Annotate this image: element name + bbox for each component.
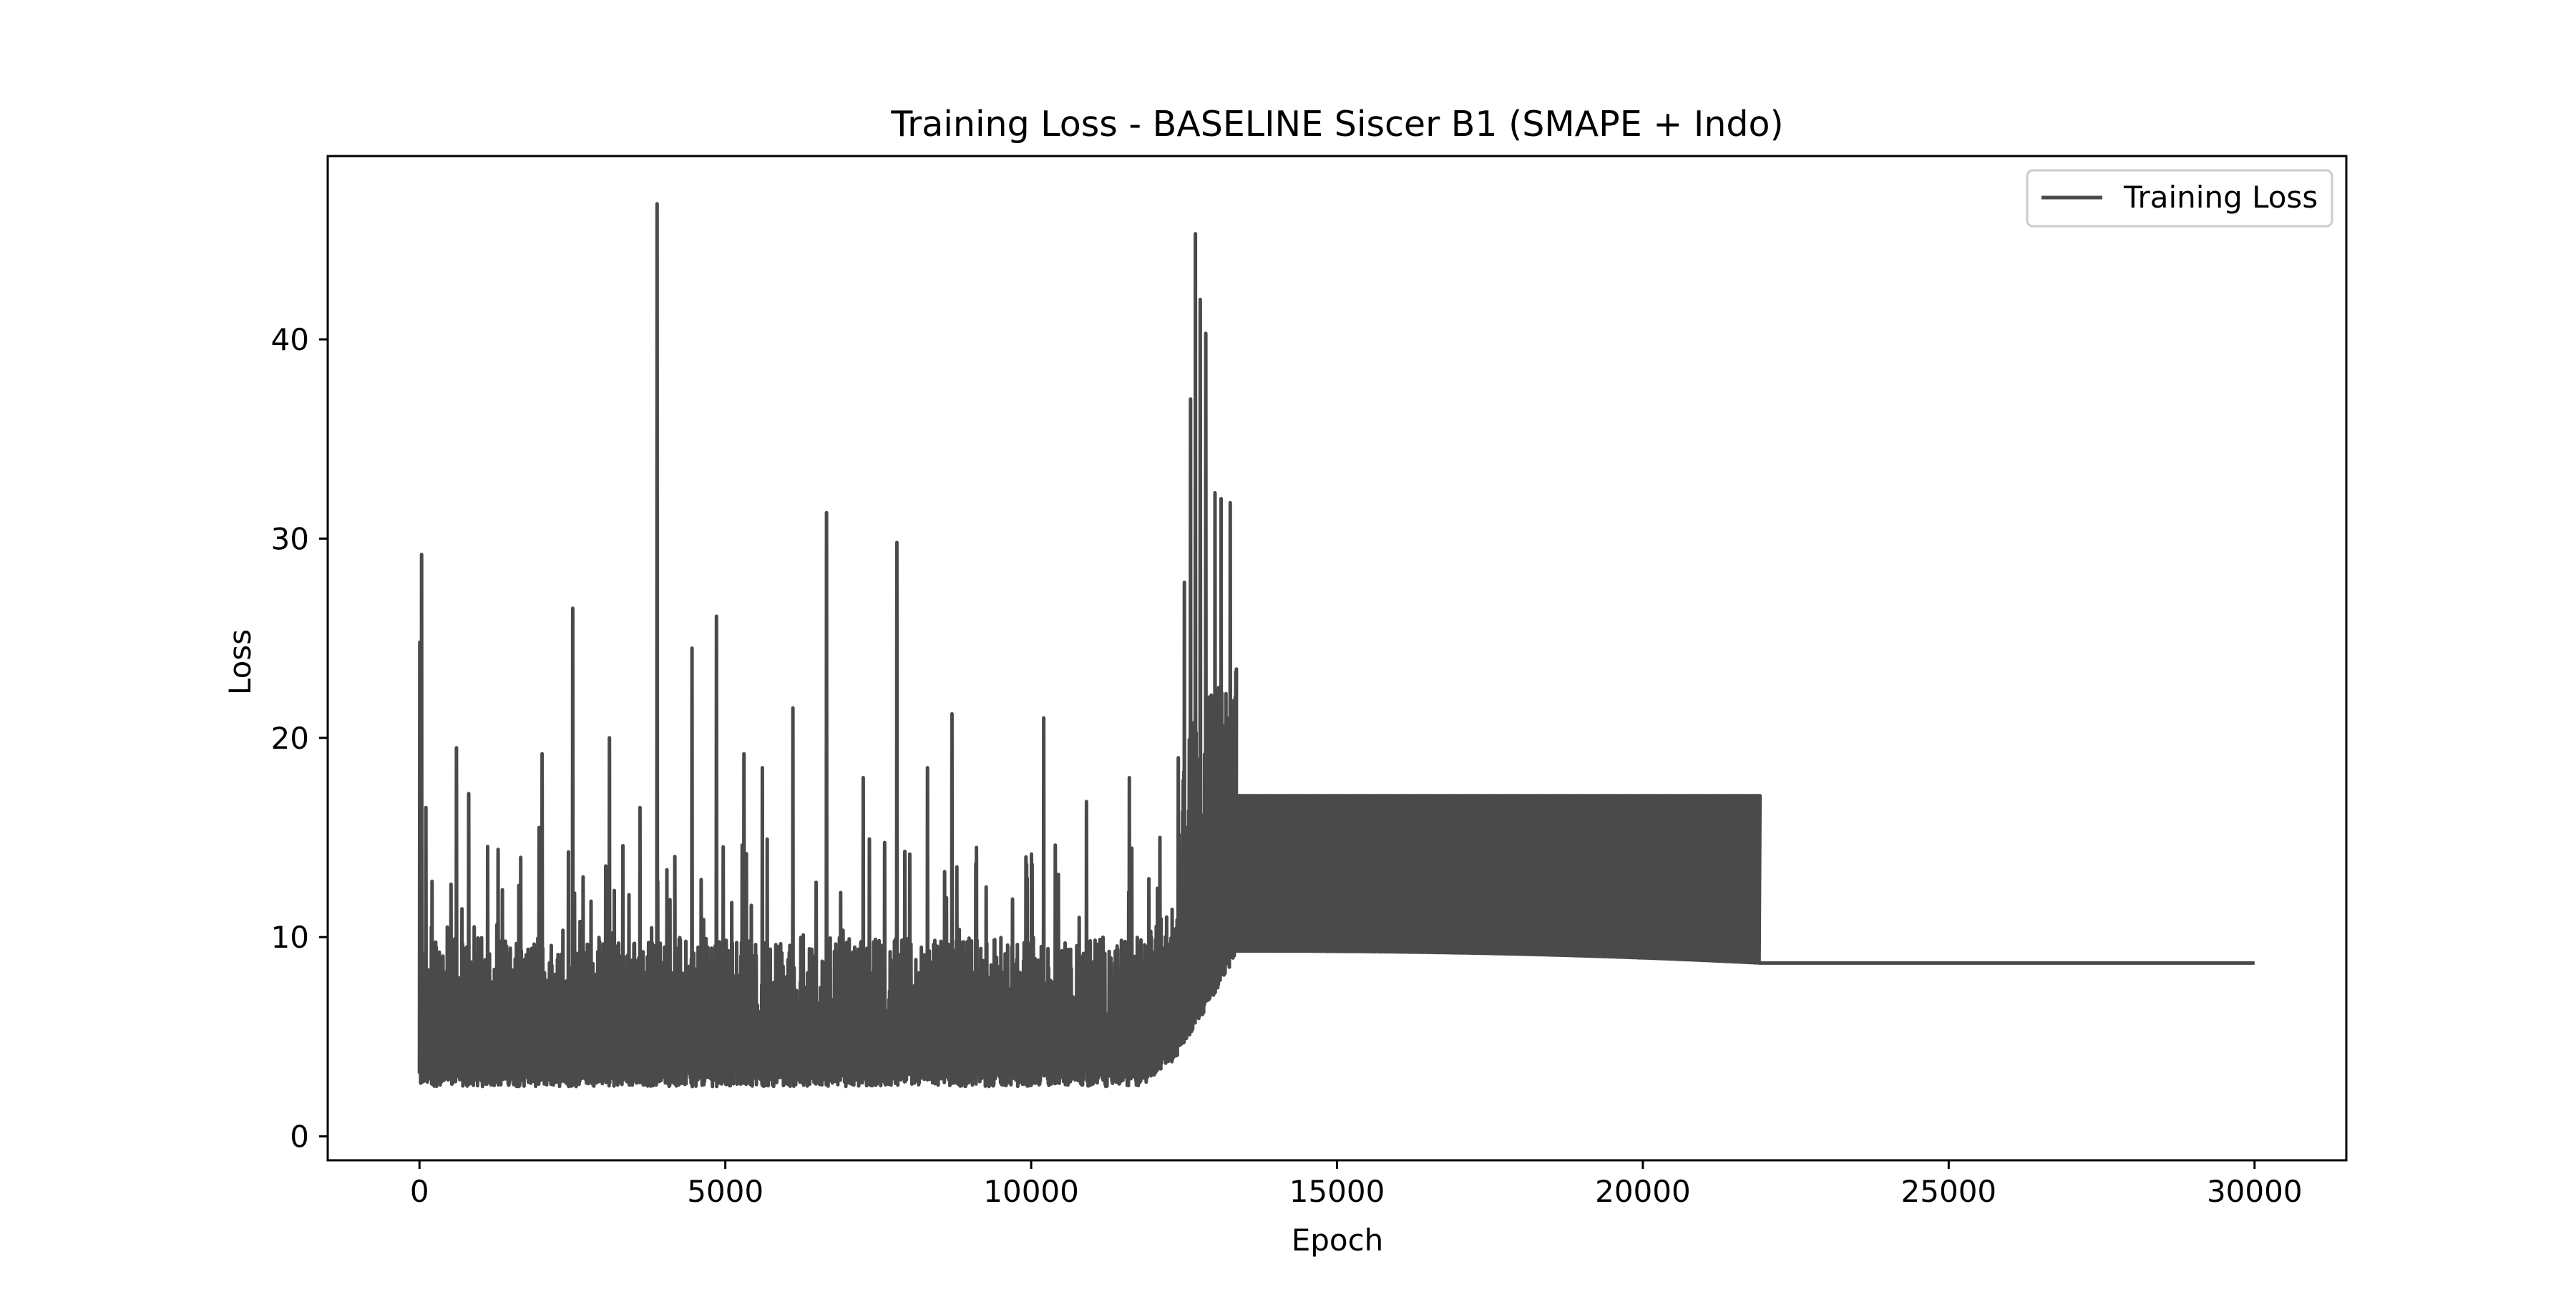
plot-frame (326, 155, 2348, 1162)
x-axis-ticks: 0 5000 10000 15000 20000 25000 30000 (410, 1160, 2303, 1209)
x-tick-label: 20000 (1595, 1174, 1691, 1209)
series-band-training-loss (1236, 795, 1760, 963)
y-axis-label: Loss (223, 629, 258, 695)
y-tick-label: 20 (271, 721, 309, 756)
x-tick-label: 25000 (1901, 1174, 1997, 1209)
y-tick-label: 40 (271, 322, 309, 357)
x-tick-label: 5000 (687, 1174, 763, 1209)
x-tick-label: 0 (410, 1174, 429, 1209)
x-tick-label: 30000 (2207, 1174, 2303, 1209)
y-tick-label: 0 (290, 1119, 309, 1155)
legend: Training Loss (2026, 169, 2333, 228)
plot-area (417, 202, 2255, 1089)
legend-box (2026, 169, 2333, 228)
x-axis-label: Epoch (1292, 1223, 1384, 1258)
chart-title: Training Loss - BASELINE Siscer B1 (SMAP… (890, 104, 1783, 145)
y-tick-label: 30 (271, 521, 309, 556)
x-tick-label: 15000 (1289, 1174, 1385, 1209)
legend-label: Training Loss (2123, 180, 2318, 215)
y-tick-label: 10 (271, 920, 309, 955)
y-axis-ticks: 0 10 20 30 40 (271, 322, 328, 1155)
x-tick-label: 10000 (983, 1174, 1079, 1209)
